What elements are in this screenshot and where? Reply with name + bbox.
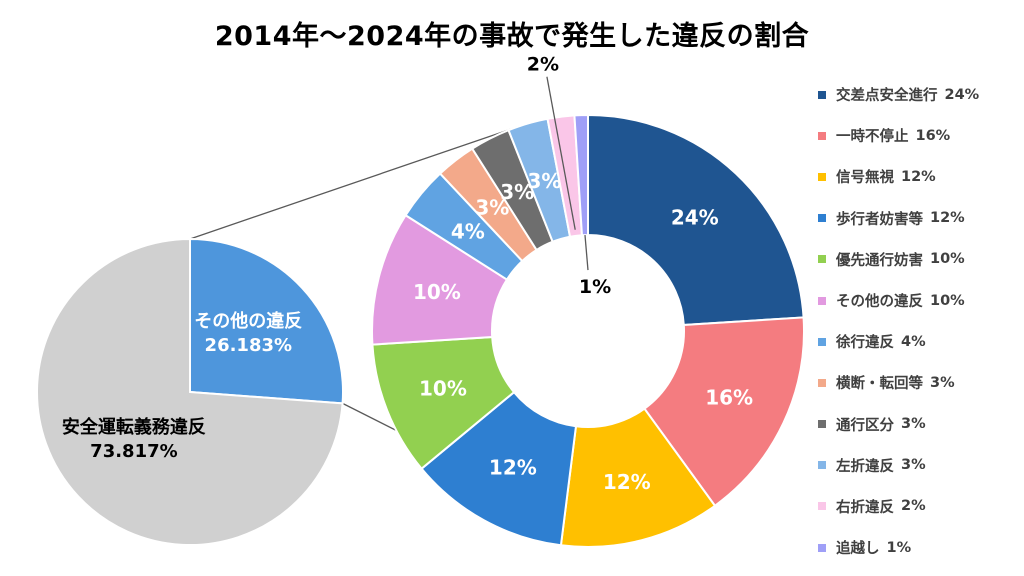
legend-item-4: 歩行者妨害等 12% [818, 198, 979, 239]
legend-label: 左折違反 [836, 458, 894, 475]
legend-item-12: 追越し 1% [818, 527, 979, 568]
legend-value: 3% [930, 374, 955, 391]
legend-item-8: 横断・転回等 3% [818, 362, 979, 403]
legend-value: 3% [901, 457, 926, 474]
legend-item-11: 右折違反 2% [818, 486, 979, 527]
doughnut-data-label-9: 3% [500, 180, 534, 204]
legend-item-3: 信号無視 12% [818, 156, 979, 197]
doughnut-data-label-12: 1% [579, 276, 611, 298]
pie-slice-2 [36, 237, 344, 546]
legend-swatch [818, 502, 826, 511]
legend-item-7: 徐行違反 4% [818, 321, 979, 362]
legend-swatch [818, 543, 826, 552]
legend-value: 12% [901, 168, 936, 185]
doughnut-data-label-5: 10% [419, 376, 467, 400]
legend-value: 10% [930, 251, 965, 268]
legend-label: 徐行違反 [836, 335, 894, 352]
legend-value: 4% [901, 333, 926, 350]
doughnut-slice-2 [643, 316, 805, 508]
legend-item-9: 通行区分 3% [818, 404, 979, 445]
legend-swatch [818, 337, 826, 346]
legend-value: 12% [930, 210, 965, 227]
legend-value: 16% [915, 127, 951, 144]
doughnut-slice-4 [420, 390, 578, 547]
legend-value: 24% [944, 86, 980, 103]
doughnut-slice-3 [559, 407, 717, 548]
legend-swatch [818, 420, 826, 429]
doughnut-data-label-2: 16% [705, 385, 753, 409]
doughnut-data-label-7: 4% [451, 220, 485, 244]
doughnut-slice-12 [573, 113, 589, 237]
legend-swatch [818, 172, 826, 181]
legend-label: 信号無視 [836, 170, 894, 187]
doughnut-data-label-3: 12% [603, 470, 651, 494]
doughnut-data-label-8: 3% [475, 196, 509, 220]
legend-item-5: 優先通行妨害 10% [818, 239, 979, 280]
doughnut-slice-1 [587, 113, 805, 327]
legend-label: 通行区分 [836, 417, 894, 434]
connector-line-top [189, 124, 522, 240]
legend-item-10: 左折違反 3% [818, 445, 979, 486]
legend-swatch [818, 255, 826, 264]
legend: 交差点安全進行 24% 一時不停止 16% 信号無視 12% 歩行者妨害等 12% 優先通行妨害… [818, 74, 979, 568]
doughnut-data-labels: 24%16%12%12%10%10%4%3%3%3%2%1% [413, 54, 753, 494]
pie-data-label-1: その他の違反 26.183% [194, 310, 302, 356]
legend-value: 3% [901, 416, 926, 433]
legend-swatch [818, 296, 826, 305]
legend-label: 交差点安全進行 [836, 88, 938, 105]
legend-swatch [818, 378, 826, 387]
legend-value: 10% [930, 292, 965, 309]
legend-value: 2% [901, 498, 926, 515]
legend-label: 右折違反 [836, 499, 894, 516]
pie-slice-1 [189, 237, 344, 405]
doughnut-data-label-6: 10% [413, 280, 461, 304]
legend-swatch [818, 461, 826, 470]
legend-label: 歩行者妨害等 [836, 211, 923, 228]
secondary-pie: その他の違反 26.183% 安全運転義務違反 73.817% [36, 237, 344, 546]
doughnut-data-label-10: 3% [527, 169, 561, 193]
pie-data-label-2: 安全運転義務違反 73.817% [62, 416, 206, 462]
doughnut-data-label-11: 2% [527, 54, 559, 76]
legend-label: 追越し [836, 541, 880, 558]
legend-swatch [818, 90, 826, 99]
legend-item-1: 交差点安全進行 24% [818, 74, 979, 115]
doughnut-data-label-1: 24% [671, 205, 719, 229]
legend-item-2: 一時不停止 16% [818, 115, 979, 156]
legend-label: 横断・転回等 [836, 376, 923, 393]
legend-swatch [818, 214, 826, 223]
legend-item-6: その他の違反 10% [818, 280, 979, 321]
doughnut-data-label-4: 12% [489, 456, 537, 480]
legend-value: 1% [886, 539, 912, 556]
legend-label: 一時不停止 [836, 129, 909, 146]
chart-title: 2014年〜2024年の事故で発生した違反の割合 [214, 21, 810, 52]
doughnut-chart [371, 113, 805, 548]
legend-swatch [818, 131, 826, 140]
legend-label: その他の違反 [836, 294, 923, 311]
legend-label: 優先通行妨害 [836, 252, 923, 269]
